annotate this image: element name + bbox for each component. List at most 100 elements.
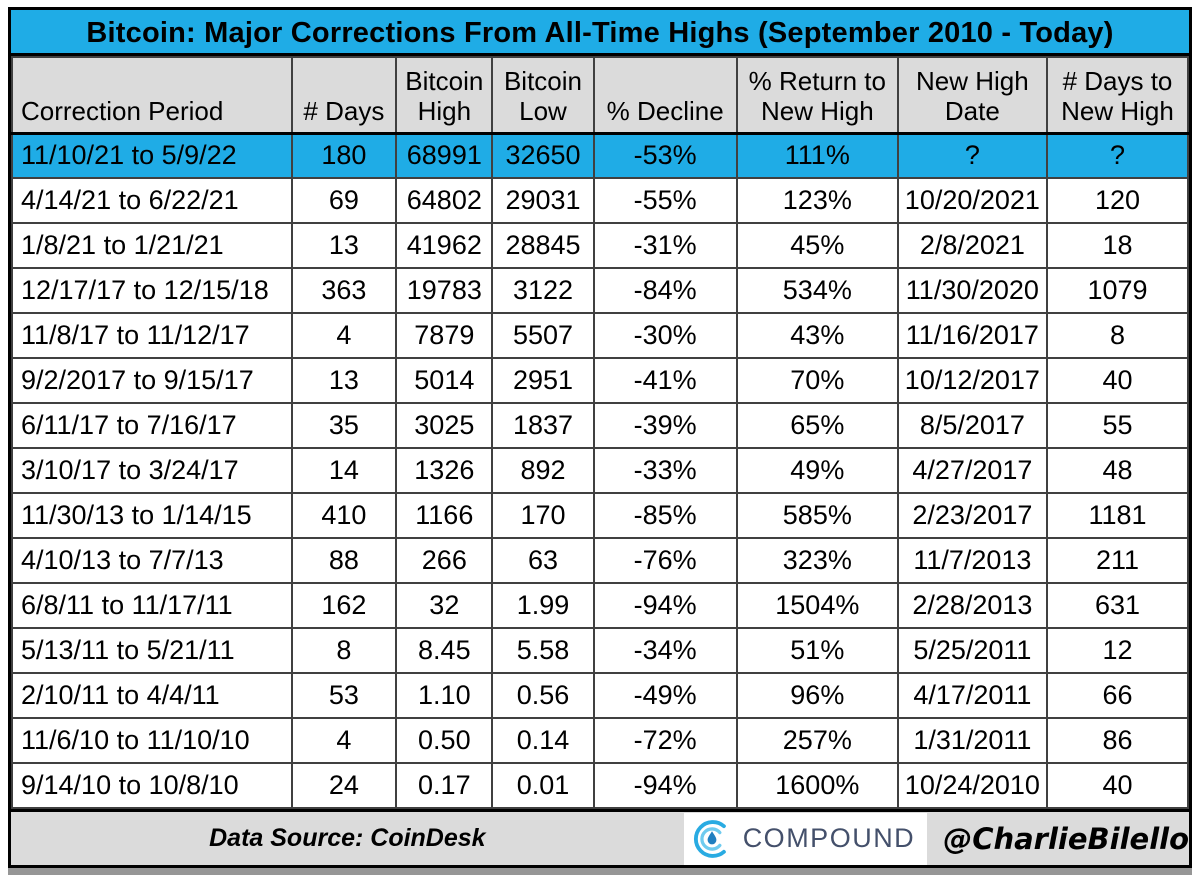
table-row: 6/8/11 to 11/17/11 162 32 1.99 -94% 1504… bbox=[11, 582, 1190, 629]
column-header-days-to-new-high: # Days to New High bbox=[1045, 56, 1190, 135]
cell-correction-period: 6/8/11 to 11/17/11 bbox=[11, 582, 293, 629]
cell-bitcoin-high: 1326 bbox=[395, 447, 494, 494]
cell-correction-period: 4/10/13 to 7/7/13 bbox=[11, 537, 293, 584]
cell-bitcoin-low: 28845 bbox=[491, 222, 595, 269]
cell-bitcoin-high: 1.10 bbox=[395, 672, 494, 719]
cell-new-high-date: 5/25/2011 bbox=[896, 627, 1048, 674]
compound-logo-icon bbox=[693, 819, 726, 858]
cell-days-to-new-high: 631 bbox=[1045, 582, 1190, 629]
cell-days: 4 bbox=[290, 312, 398, 359]
cell-bitcoin-low: 892 bbox=[491, 447, 595, 494]
column-header-days: # Days bbox=[290, 56, 398, 135]
data-source-label: Data Source: CoinDesk bbox=[209, 824, 486, 852]
cell-days-to-new-high: 40 bbox=[1045, 357, 1190, 404]
cell-new-high-date: 2/23/2017 bbox=[896, 492, 1048, 539]
cell-days: 180 bbox=[290, 131, 398, 179]
cell-days-to-new-high: 55 bbox=[1045, 402, 1190, 449]
cell-bitcoin-low: 0.56 bbox=[491, 672, 595, 719]
cell-return-to-new-high: 111% bbox=[735, 131, 899, 179]
cell-bitcoin-high: 32 bbox=[395, 582, 494, 629]
cell-days-to-new-high: 1181 bbox=[1045, 492, 1190, 539]
cell-decline: -72% bbox=[592, 717, 738, 764]
cell-correction-period: 9/2/2017 to 9/15/17 bbox=[11, 357, 293, 404]
cell-return-to-new-high: 51% bbox=[735, 627, 899, 674]
cell-days-to-new-high: 8 bbox=[1045, 312, 1190, 359]
cell-days: 363 bbox=[290, 267, 398, 314]
table-row: 2/10/11 to 4/4/11 53 1.10 0.56 -49% 96% … bbox=[11, 672, 1190, 719]
cell-new-high-date: 8/5/2017 bbox=[896, 402, 1048, 449]
table-row: 11/8/17 to 11/12/17 4 7879 5507 -30% 43%… bbox=[11, 312, 1190, 359]
table-row: 3/10/17 to 3/24/17 14 1326 892 -33% 49% … bbox=[11, 447, 1190, 494]
cell-correction-period: 11/6/10 to 11/10/10 bbox=[11, 717, 293, 764]
cell-days: 13 bbox=[290, 222, 398, 269]
table-row: 9/2/2017 to 9/15/17 13 5014 2951 -41% 70… bbox=[11, 357, 1190, 404]
column-header-return-to-new-high: % Return to New High bbox=[735, 56, 899, 135]
cell-decline: -94% bbox=[592, 762, 738, 809]
table-row: 11/6/10 to 11/10/10 4 0.50 0.14 -72% 257… bbox=[11, 717, 1190, 764]
cell-days: 13 bbox=[290, 357, 398, 404]
cell-return-to-new-high: 43% bbox=[735, 312, 899, 359]
cell-new-high-date: 10/20/2021 bbox=[896, 177, 1048, 224]
cell-correction-period: 11/8/17 to 11/12/17 bbox=[11, 312, 293, 359]
cell-days: 162 bbox=[290, 582, 398, 629]
table-row: 11/30/13 to 1/14/15 410 1166 170 -85% 58… bbox=[11, 492, 1190, 539]
table-row: 4/10/13 to 7/7/13 88 266 63 -76% 323% 11… bbox=[11, 537, 1190, 584]
cell-new-high-date: 1/31/2011 bbox=[896, 717, 1048, 764]
cell-decline: -94% bbox=[592, 582, 738, 629]
cell-days-to-new-high: 86 bbox=[1045, 717, 1190, 764]
cell-return-to-new-high: 257% bbox=[735, 717, 899, 764]
cell-correction-period: 9/14/10 to 10/8/10 bbox=[11, 762, 293, 809]
cell-return-to-new-high: 585% bbox=[735, 492, 899, 539]
column-header-bitcoin-high: Bitcoin High bbox=[395, 56, 494, 135]
cell-correction-period: 3/10/17 to 3/24/17 bbox=[11, 447, 293, 494]
cell-return-to-new-high: 49% bbox=[735, 447, 899, 494]
cell-decline: -84% bbox=[592, 267, 738, 314]
cell-bitcoin-low: 0.14 bbox=[491, 717, 595, 764]
cell-days: 24 bbox=[290, 762, 398, 809]
cell-bitcoin-high: 7879 bbox=[395, 312, 494, 359]
cell-bitcoin-low: 5507 bbox=[491, 312, 595, 359]
cell-days-to-new-high: 1079 bbox=[1045, 267, 1190, 314]
cell-bitcoin-low: 1.99 bbox=[491, 582, 595, 629]
cell-days: 410 bbox=[290, 492, 398, 539]
cell-days-to-new-high: 66 bbox=[1045, 672, 1190, 719]
column-header-decline: % Decline bbox=[592, 56, 738, 135]
table-frame: Bitcoin: Major Corrections From All-Time… bbox=[8, 7, 1192, 868]
cell-days: 35 bbox=[290, 402, 398, 449]
cell-correction-period: 2/10/11 to 4/4/11 bbox=[11, 672, 293, 719]
author-handle: @CharlieBilello bbox=[943, 821, 1189, 856]
cell-new-high-date: 11/7/2013 bbox=[896, 537, 1048, 584]
column-header-correction-period: Correction Period bbox=[11, 56, 293, 135]
cell-return-to-new-high: 45% bbox=[735, 222, 899, 269]
cell-bitcoin-high: 266 bbox=[395, 537, 494, 584]
cell-new-high-date: 4/17/2011 bbox=[896, 672, 1048, 719]
corrections-table: Correction Period # Days Bitcoin High Bi… bbox=[11, 56, 1190, 809]
cell-bitcoin-high: 41962 bbox=[395, 222, 494, 269]
table-footer: Data Source: CoinDesk COMPOUND @CharlieB… bbox=[11, 809, 1189, 865]
table-title: Bitcoin: Major Corrections From All-Time… bbox=[11, 10, 1189, 56]
cell-days: 4 bbox=[290, 717, 398, 764]
cell-decline: -85% bbox=[592, 492, 738, 539]
cell-return-to-new-high: 1600% bbox=[735, 762, 899, 809]
cell-decline: -34% bbox=[592, 627, 738, 674]
cell-decline: -31% bbox=[592, 222, 738, 269]
cell-decline: -30% bbox=[592, 312, 738, 359]
cell-days: 14 bbox=[290, 447, 398, 494]
cell-bitcoin-low: 0.01 bbox=[491, 762, 595, 809]
cell-correction-period: 5/13/11 to 5/21/11 bbox=[11, 627, 293, 674]
cell-new-high-date: 10/24/2010 bbox=[896, 762, 1048, 809]
cell-decline: -53% bbox=[592, 131, 738, 179]
header-row: Correction Period # Days Bitcoin High Bi… bbox=[11, 56, 1190, 135]
cell-bitcoin-high: 19783 bbox=[395, 267, 494, 314]
table-row: 9/14/10 to 10/8/10 24 0.17 0.01 -94% 160… bbox=[11, 762, 1190, 809]
cell-decline: -39% bbox=[592, 402, 738, 449]
cell-days: 69 bbox=[290, 177, 398, 224]
table-row: 12/17/17 to 12/15/18 363 19783 3122 -84%… bbox=[11, 267, 1190, 314]
cell-decline: -55% bbox=[592, 177, 738, 224]
cell-correction-period: 1/8/21 to 1/21/21 bbox=[11, 222, 293, 269]
cell-return-to-new-high: 70% bbox=[735, 357, 899, 404]
table-row: 5/13/11 to 5/21/11 8 8.45 5.58 -34% 51% … bbox=[11, 627, 1190, 674]
cell-correction-period: 11/10/21 to 5/9/22 bbox=[11, 131, 293, 179]
compound-logo: COMPOUND bbox=[683, 812, 928, 865]
table-row: 6/11/17 to 7/16/17 35 3025 1837 -39% 65%… bbox=[11, 402, 1190, 449]
